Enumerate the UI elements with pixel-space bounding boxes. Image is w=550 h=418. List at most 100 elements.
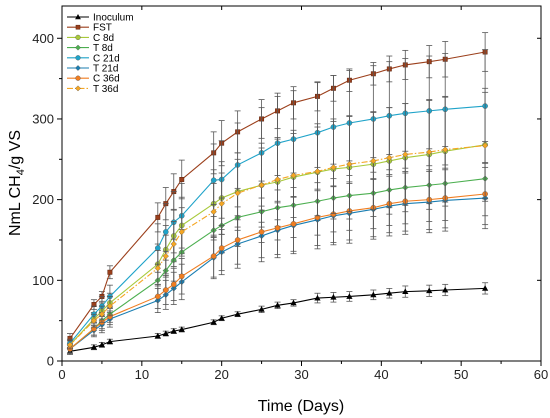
data-point [210, 208, 217, 215]
x-axis-title: Time (Days) [258, 398, 345, 415]
data-point [290, 299, 297, 306]
data-point [210, 253, 217, 259]
data-point [346, 293, 353, 299]
data-point [258, 306, 265, 312]
data-point [370, 157, 377, 165]
legend-marker [75, 75, 81, 81]
legend-item: C 21d [67, 53, 120, 64]
legend-marker [75, 55, 81, 61]
legend-label: Inoculum [93, 13, 134, 24]
legend-marker [75, 85, 81, 92]
x-tick-label: 30 [294, 367, 308, 382]
y-axis-title: NmL CH4/g VS [7, 130, 27, 236]
legend-marker [75, 13, 81, 20]
data-point [442, 146, 449, 153]
legend-label: FST [93, 23, 112, 34]
legend-label: T 8d [93, 43, 113, 54]
data-point [90, 317, 98, 324]
legend-label: T 36d [93, 84, 118, 95]
data-point [386, 290, 393, 296]
data-point [482, 285, 489, 291]
y-axis-title-tail: /g VS [7, 130, 24, 169]
y-axis-title-subscript: 4 [15, 169, 27, 175]
legend-label: C 8d [93, 33, 114, 44]
legend-label: C 36d [93, 74, 120, 85]
data-point [210, 319, 217, 325]
data-point [290, 172, 297, 179]
data-point [162, 287, 169, 293]
y-tick-label: 0 [47, 354, 54, 369]
data-point [330, 164, 337, 171]
data-point [218, 315, 225, 321]
series-t-36d [66, 91, 489, 350]
data-point [178, 326, 185, 332]
data-point [178, 273, 185, 280]
data-point [314, 168, 321, 175]
legend-item: FST [67, 23, 112, 34]
series-inoculum [66, 282, 489, 355]
data-point [106, 302, 114, 310]
data-point [402, 151, 409, 158]
y-tick-label: 300 [32, 111, 54, 126]
x-tick-label: 0 [58, 367, 65, 382]
data-point [346, 160, 353, 168]
data-point [442, 286, 449, 293]
data-point [170, 327, 177, 334]
data-point [330, 294, 337, 300]
data-point [314, 294, 321, 301]
plot-layer [66, 32, 489, 355]
data-point [154, 265, 161, 272]
legend-marker [75, 44, 81, 51]
x-tick-label: 10 [135, 367, 149, 382]
legend-item: C 36d [67, 74, 120, 85]
data-point [234, 310, 241, 317]
legend-item: T 21d [67, 64, 118, 75]
x-tick-label: 50 [454, 367, 468, 382]
legend-label: T 21d [93, 64, 118, 75]
data-point [154, 332, 161, 339]
data-point [162, 252, 169, 260]
data-point [274, 302, 281, 308]
data-point [234, 190, 241, 197]
data-point [426, 287, 433, 294]
data-point [426, 148, 433, 156]
data-point [234, 237, 241, 243]
data-point [274, 176, 281, 183]
data-point [66, 341, 74, 349]
legend-item: T 36d [67, 84, 118, 95]
data-point [154, 293, 161, 300]
data-point [90, 344, 98, 350]
data-point [290, 221, 297, 227]
data-point [258, 229, 265, 235]
legend-item: C 8d [67, 33, 114, 44]
data-point [370, 291, 377, 298]
y-axis-title-main: NmL CH [7, 175, 24, 236]
y-tick-label: 400 [32, 31, 54, 46]
data-point [98, 311, 106, 318]
x-tick-label: 60 [534, 367, 548, 382]
data-point [170, 240, 177, 248]
legend-marker [75, 34, 81, 41]
legend-label: C 21d [93, 53, 120, 64]
data-point [179, 177, 185, 182]
plot-frame [61, 5, 542, 362]
data-point [210, 177, 217, 184]
x-tick-label: 20 [214, 367, 228, 382]
y-tick-label: 200 [32, 192, 54, 207]
data-point [218, 200, 225, 207]
data-point [402, 288, 409, 294]
data-point [162, 330, 169, 336]
data-point [107, 269, 113, 275]
data-point [481, 142, 489, 149]
data-point [170, 281, 177, 288]
data-point [154, 245, 161, 251]
data-point [274, 225, 281, 231]
data-point [258, 181, 265, 189]
legend-marker [75, 24, 81, 30]
data-point [155, 214, 161, 220]
data-point [98, 341, 106, 348]
x-tick-label: 40 [374, 367, 388, 382]
data-point [218, 245, 225, 251]
